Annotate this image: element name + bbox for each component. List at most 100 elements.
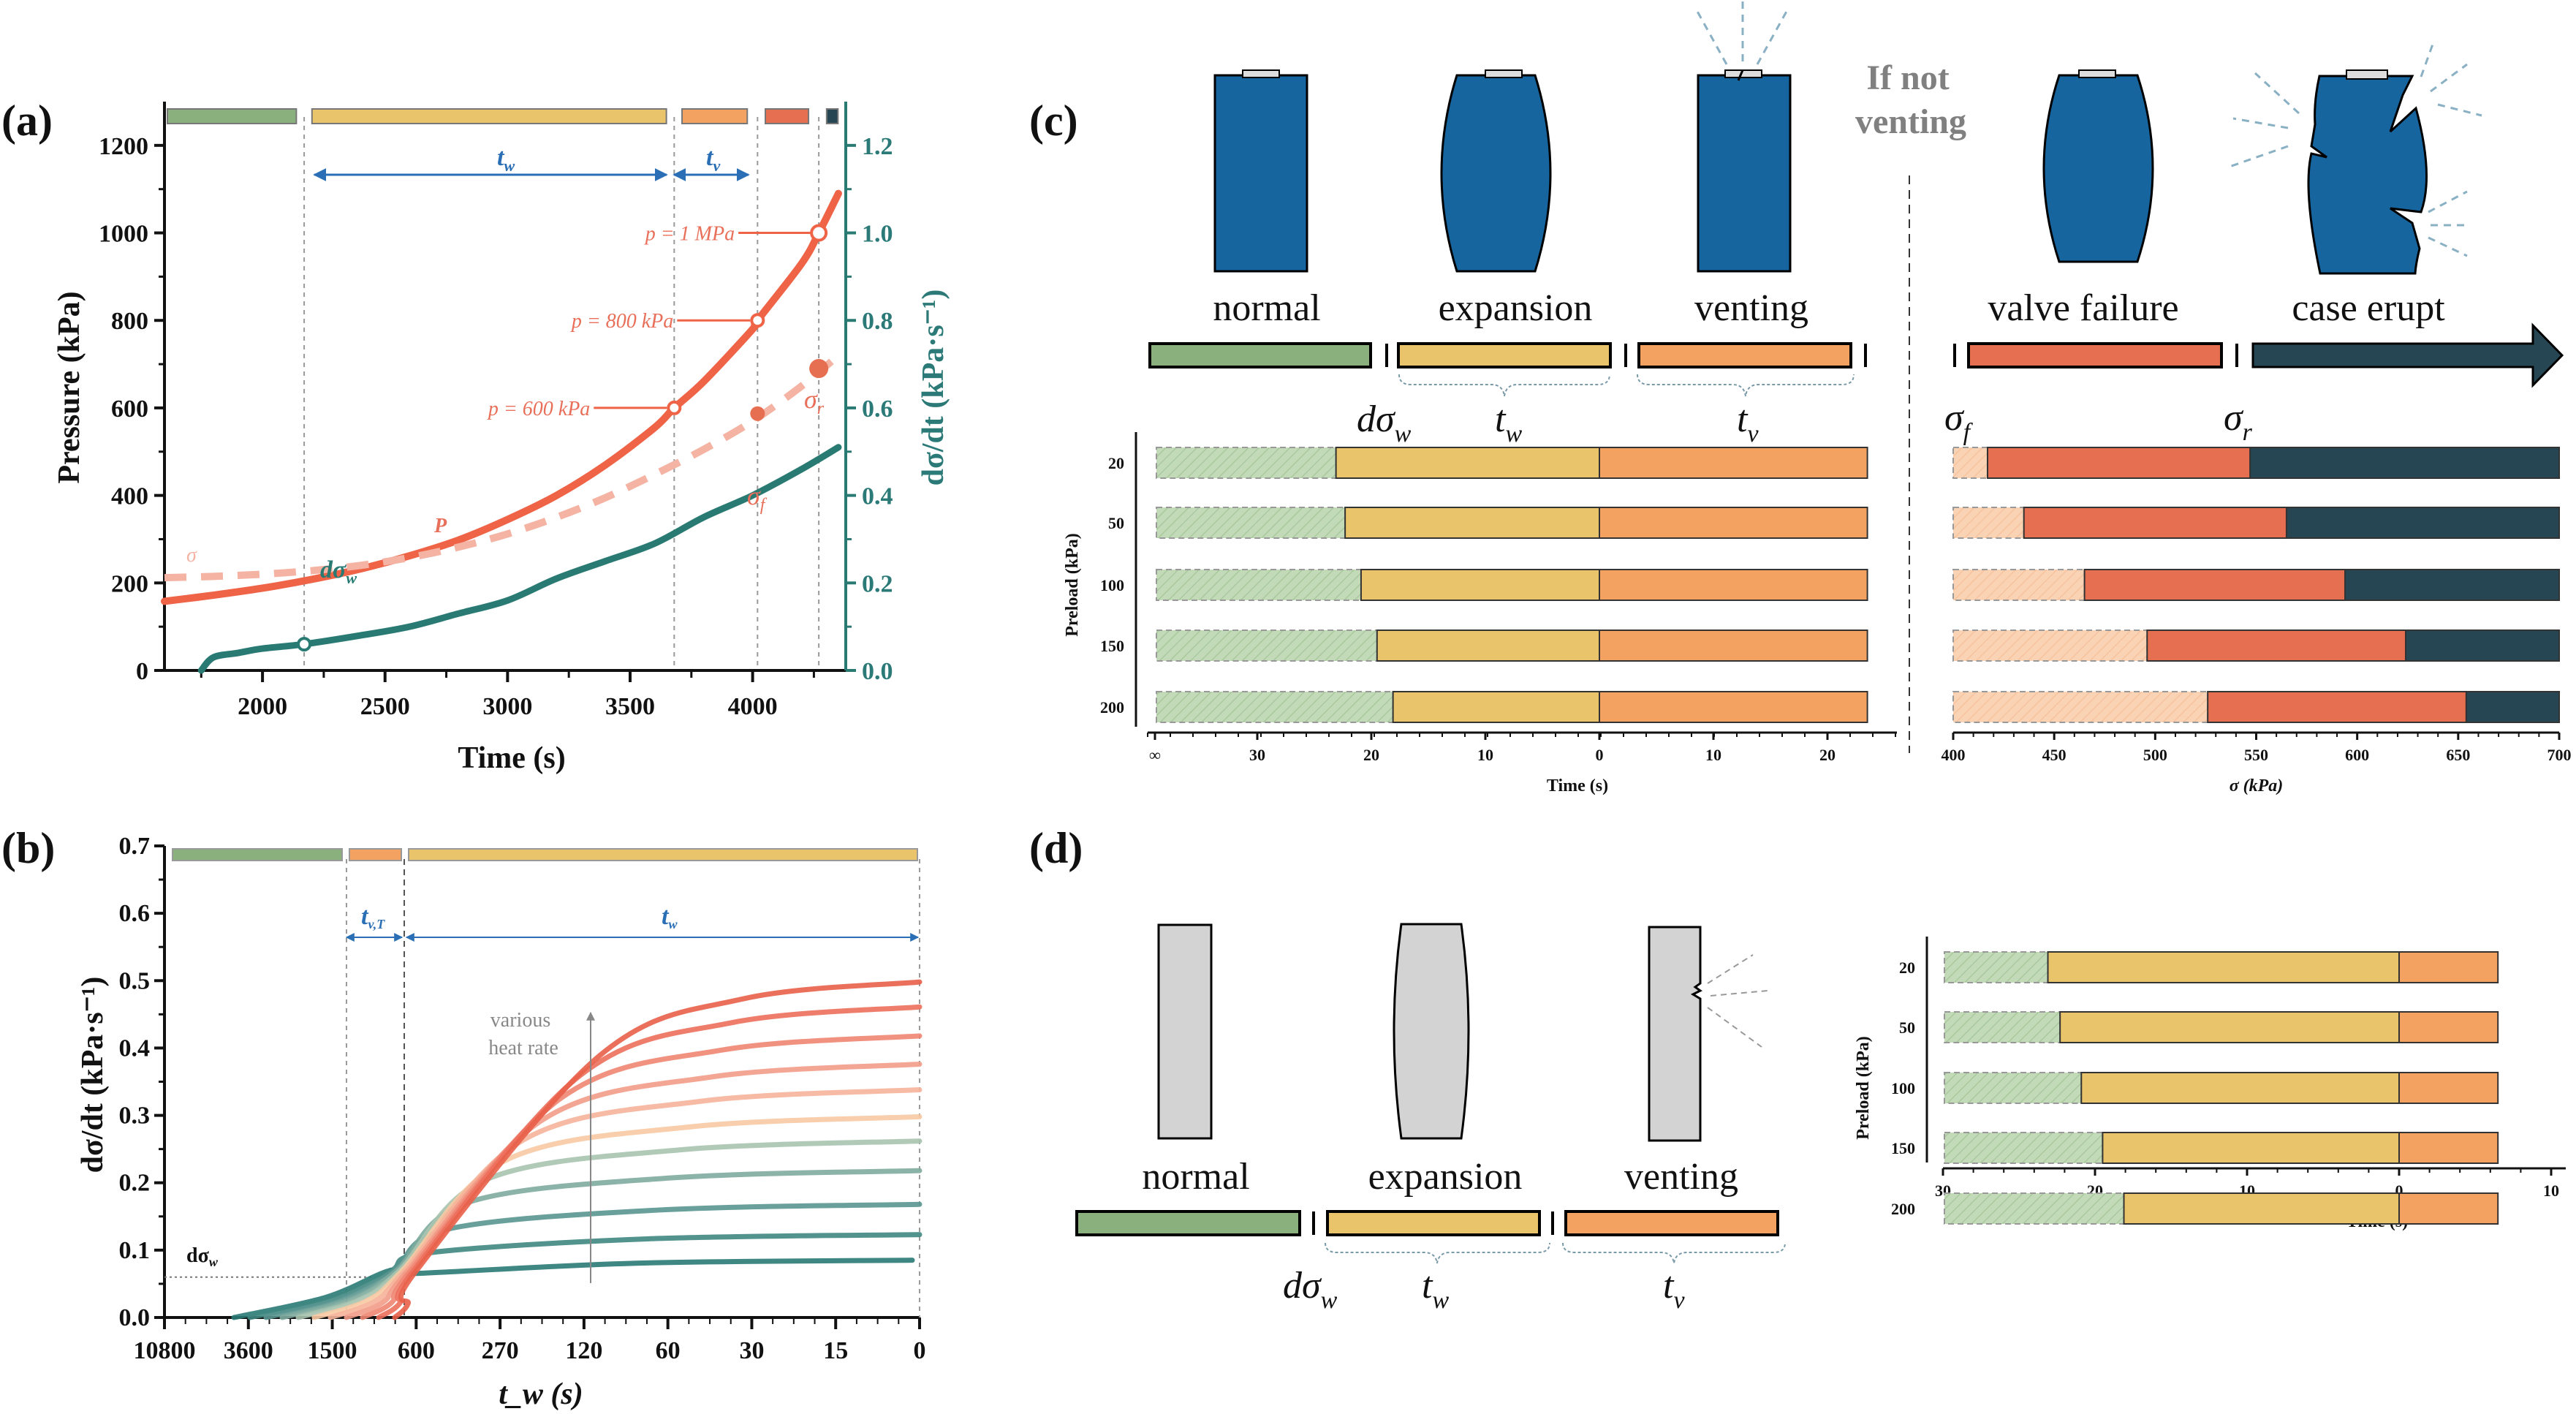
bar-tv bbox=[2398, 1192, 2499, 1225]
chart-c-right: 400 450 500 550 600 650 700 σ (kPa) bbox=[1942, 447, 2572, 795]
d-symbol-dsigma-w: dσw bbox=[1283, 1265, 1338, 1314]
bar-normal-hatched bbox=[1156, 507, 1346, 539]
bar-case-erupt bbox=[2465, 691, 2561, 723]
a-y2-tick-label: 1.2 bbox=[862, 133, 893, 160]
bar-tw bbox=[2123, 1192, 2401, 1225]
a-x-tick-label: 3500 bbox=[605, 693, 655, 720]
symbol-sigma-r: σr bbox=[2224, 397, 2253, 446]
battery-venting-icon bbox=[1694, 0, 1792, 273]
phase-bars bbox=[167, 108, 839, 124]
bar-tv bbox=[2398, 951, 2499, 983]
symbol-sigma-f: σf bbox=[1944, 397, 1974, 446]
stage-bar-case-erupt-arrow bbox=[2251, 322, 2564, 388]
bar-tv bbox=[2398, 1072, 2499, 1104]
bar-tw bbox=[1335, 447, 1600, 479]
bar-case-erupt bbox=[2249, 447, 2560, 479]
bar-valve-failure bbox=[2207, 691, 2467, 723]
x-tick-label: 650 bbox=[2446, 746, 2470, 764]
battery-case-erupt-icon bbox=[2229, 39, 2482, 275]
bar-tv bbox=[1599, 569, 1868, 601]
b-y-tick-label: 0.2 bbox=[119, 1170, 151, 1197]
stage-bar-valve-failure bbox=[1967, 342, 2223, 368]
tw-brace bbox=[1398, 374, 1610, 397]
bar-tw bbox=[2059, 1011, 2400, 1043]
bar-tv bbox=[2398, 1132, 2499, 1164]
cell-expansion-icon bbox=[1393, 923, 1470, 1140]
bar-tw bbox=[1392, 691, 1600, 723]
bar-normal-hatched bbox=[1156, 569, 1362, 601]
tvT-span-label: tv,T bbox=[361, 903, 385, 931]
panel-d: (d) normal expansion venting dσw tw tv 3… bbox=[1029, 824, 2566, 1314]
a-y2-tick-label: 1.0 bbox=[862, 221, 893, 248]
marker-open bbox=[810, 224, 828, 242]
symbol-t-w: tw bbox=[1495, 398, 1522, 447]
x-tick-label: 30 bbox=[1249, 746, 1265, 764]
bar-tw bbox=[1376, 630, 1601, 662]
a-x-axis-title: Time (s) bbox=[458, 741, 565, 775]
d-symbol-t-w: tw bbox=[1422, 1265, 1449, 1314]
bar-tv bbox=[2398, 1011, 2499, 1043]
stage-label-normal: normal bbox=[1213, 287, 1320, 329]
x-tick-label: 0 bbox=[2395, 1182, 2403, 1200]
b-x-axis-title: t_w (s) bbox=[499, 1377, 583, 1411]
a-x-tick-label: 2500 bbox=[360, 693, 410, 720]
b-y-tick-label: 0.4 bbox=[119, 1035, 151, 1062]
if-not-venting-label-1: If not bbox=[1866, 58, 1949, 97]
series bbox=[231, 979, 923, 1320]
a-y-tick-label: 400 bbox=[111, 483, 148, 510]
a-y2-tick-label: 0.0 bbox=[862, 658, 893, 685]
symbol-dsigma-w: dσw bbox=[1357, 398, 1412, 447]
marker-open bbox=[750, 313, 765, 328]
bar-case-erupt bbox=[2285, 507, 2560, 539]
x-tick-label: 10 bbox=[1477, 746, 1493, 764]
phase-bar-normal bbox=[167, 108, 298, 124]
panel-label-d: (d) bbox=[1029, 824, 1083, 872]
y-tick-label: 150 bbox=[1891, 1139, 1915, 1157]
phase-bar-expansion bbox=[311, 108, 667, 124]
b-y-tick-label: 0.1 bbox=[119, 1237, 151, 1264]
y-tick-label: 200 bbox=[1100, 698, 1124, 717]
a-x-tick-label: 2000 bbox=[238, 693, 287, 720]
y-tick-label: 100 bbox=[1891, 1079, 1915, 1097]
y-axis-title: Preload (kPa) bbox=[1854, 1036, 1873, 1140]
cell-normal-icon bbox=[1157, 923, 1213, 1140]
b-x-tick-label: 0 bbox=[914, 1337, 926, 1364]
a-y2-axis-title: dσ/dt (kPa·s⁻¹) bbox=[917, 290, 950, 486]
b-series-line bbox=[360, 1033, 923, 1320]
x-tick-label: 700 bbox=[2547, 746, 2572, 764]
bar-normal-hatched bbox=[1156, 447, 1337, 479]
stage-bar-venting bbox=[1637, 342, 1852, 368]
markers: p = 600 kPa p = 800 kPa p = 1 MPa bbox=[297, 223, 829, 652]
x-tick-label: 20 bbox=[1819, 746, 1836, 764]
marker-label: p = 1 MPa bbox=[644, 223, 735, 246]
bar-pre-sigma-f-hatched bbox=[1952, 507, 2025, 539]
b-y-tick-label: 0.0 bbox=[119, 1304, 151, 1331]
d-stage-label-normal: normal bbox=[1142, 1156, 1249, 1198]
x-tick-label: 500 bbox=[2143, 746, 2167, 764]
d-tv-brace bbox=[1562, 1242, 1786, 1264]
a-y-tick-label: 0 bbox=[136, 658, 148, 685]
x-tick-label: 550 bbox=[2244, 746, 2268, 764]
marker-filled-sigma-r bbox=[809, 359, 829, 379]
y-axis-title: Preload (kPa) bbox=[1063, 533, 1082, 637]
stage-bar-normal bbox=[1148, 342, 1372, 368]
a-y2-tick-label: 0.4 bbox=[862, 483, 893, 510]
tw-span-label: tw bbox=[497, 144, 515, 175]
y-tick-label: 20 bbox=[1899, 959, 1915, 977]
a-y2-tick-label: 0.2 bbox=[862, 570, 893, 597]
b-y-tick-label: 0.6 bbox=[119, 900, 151, 927]
sigma-f-label: σf bbox=[747, 481, 768, 515]
b-phase-bar-venting bbox=[349, 848, 402, 861]
bar-normal-hatched bbox=[1944, 1072, 2083, 1104]
y-tick-label: 50 bbox=[1899, 1018, 1915, 1037]
x-tick-label: 10 bbox=[2543, 1182, 2559, 1200]
d-stage-label-expansion: expansion bbox=[1368, 1156, 1523, 1198]
a-y-tick-label: 1200 bbox=[99, 133, 148, 160]
a-x-tick-label: 4000 bbox=[728, 693, 778, 720]
battery-expansion-icon bbox=[1440, 69, 1552, 273]
b-series-line bbox=[392, 979, 923, 1320]
panel-label-c: (c) bbox=[1029, 97, 1078, 145]
a-y-tick-label: 1000 bbox=[99, 221, 148, 248]
